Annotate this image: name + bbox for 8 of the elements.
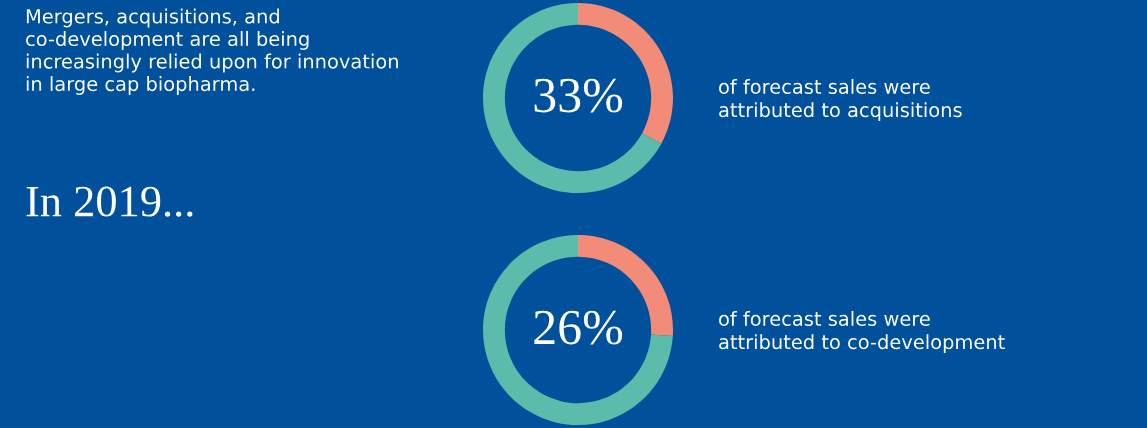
text: of forecast sales were attributed to co-development xyxy=(719,310,1005,354)
donut-slice xyxy=(483,3,662,193)
text: 33% xyxy=(534,78,623,113)
text: 26% xyxy=(534,310,623,345)
text: Mergers, acquisitions, and co-development are all being increasingly relied upon for innovation in large cap biopharma. xyxy=(26,8,398,95)
text: of forecast sales were attributed to acquisitions xyxy=(719,78,962,122)
donut-slice xyxy=(483,235,673,425)
text: In 2019... xyxy=(26,186,193,217)
